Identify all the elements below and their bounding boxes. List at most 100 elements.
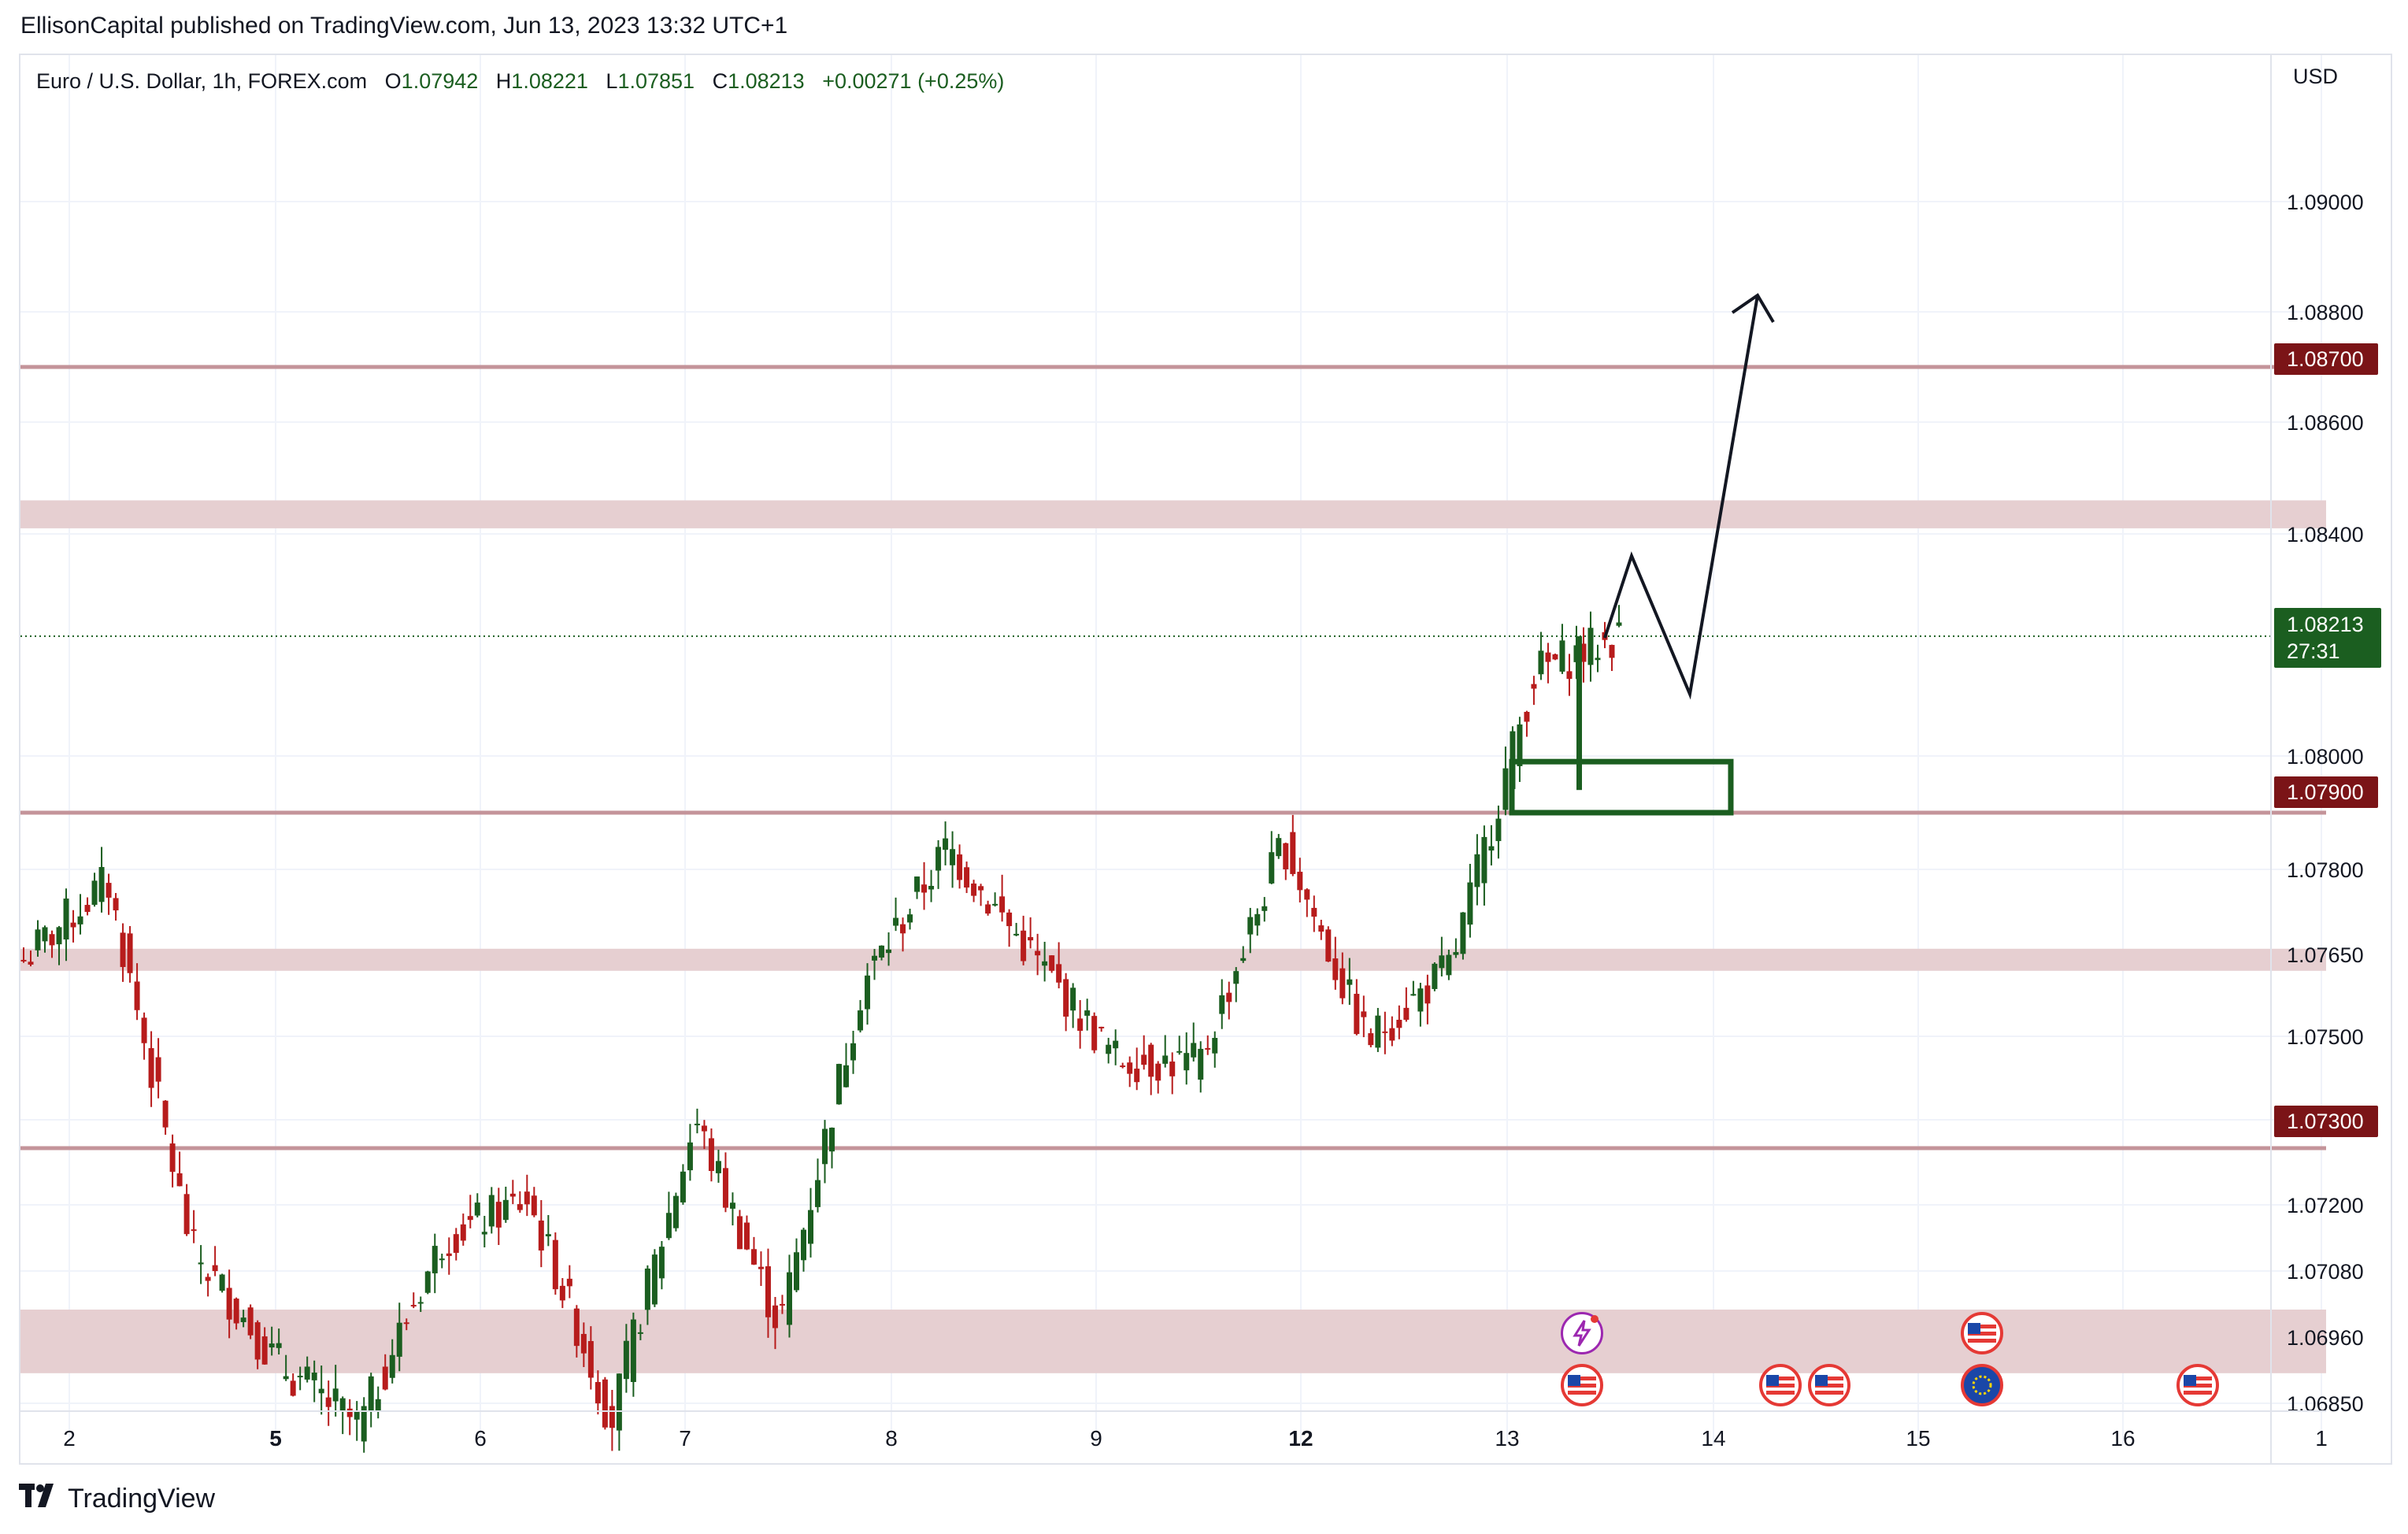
candle-body [1283, 843, 1289, 869]
candle-body [893, 917, 899, 926]
candle-body [807, 1210, 813, 1244]
candle-body [736, 1216, 743, 1250]
candle-body [978, 886, 984, 891]
candle-body [779, 1303, 785, 1306]
candle-body [1254, 913, 1261, 926]
candle-body [410, 1305, 417, 1307]
candle-body [20, 959, 27, 962]
candle-body [1432, 963, 1438, 989]
candle-body [1169, 1062, 1176, 1076]
candle-body [1226, 992, 1232, 1002]
candle-body [793, 1252, 799, 1291]
candle-body [971, 884, 977, 896]
candle-body [1063, 979, 1069, 1017]
tradingview-brand: TradingView [68, 1484, 216, 1514]
candle-body [1070, 987, 1076, 1011]
breakout-box [1509, 758, 1734, 816]
candle-body [1347, 979, 1353, 985]
candle-body [1198, 1048, 1204, 1080]
candle-body [1077, 1018, 1084, 1031]
us-flag-event-icon[interactable] [1808, 1364, 1850, 1406]
candle-body [914, 876, 921, 892]
candle-body [254, 1322, 261, 1360]
candle-body [439, 1258, 445, 1261]
candle-body [687, 1142, 693, 1171]
candle-body [339, 1398, 346, 1411]
candle-body [694, 1123, 700, 1125]
candle-body [1552, 654, 1558, 660]
x-axis-tick-label: 13 [1495, 1426, 1519, 1451]
y-axis-tick-label: 1.06850 [2287, 1392, 2364, 1416]
candle-body [368, 1376, 374, 1411]
candle-body [843, 1065, 850, 1088]
candle-body [1028, 937, 1034, 941]
candle-body [822, 1128, 828, 1165]
candle-body [1013, 933, 1020, 936]
candle-body [56, 927, 62, 945]
candle-body [943, 838, 949, 850]
candle-body [283, 1376, 289, 1380]
candle-body [318, 1388, 324, 1394]
legend-open-value: 1.07942 [401, 69, 479, 93]
candle-body [481, 1232, 487, 1235]
candle-body [1155, 1063, 1161, 1081]
candle-body [672, 1195, 679, 1228]
candle-body [1545, 652, 1551, 662]
candle-body [176, 1173, 183, 1187]
candle-body [935, 847, 942, 871]
eu-flag-event-icon[interactable] [1961, 1364, 2003, 1406]
candle-body [191, 1229, 197, 1232]
x-axis-tick-label: 15 [1906, 1426, 1930, 1451]
legend-change: +0.00271 (+0.25%) [822, 69, 1005, 93]
candle-body [247, 1307, 254, 1336]
candle-body [1538, 650, 1544, 675]
candle-body [1417, 988, 1424, 1012]
candle-body [1141, 1054, 1147, 1065]
candle-body [1106, 1044, 1112, 1054]
candle-body [269, 1343, 275, 1348]
candle-body [630, 1319, 636, 1382]
y-axis-tick-label: 1.07080 [2287, 1260, 2364, 1284]
y-axis-tick-label: 1.09000 [2287, 191, 2364, 214]
candle-body [758, 1266, 764, 1269]
projection-arrowhead-icon [1731, 293, 1775, 324]
legend-symbol[interactable]: Euro / U.S. Dollar, 1h, FOREX.com [36, 69, 368, 93]
us-flag-event-icon[interactable] [1561, 1364, 1603, 1406]
last-price-value: 1.08213 [2287, 613, 2364, 636]
candle-body [1460, 912, 1466, 954]
currency-label[interactable]: USD [2293, 65, 2339, 88]
candle-body [701, 1125, 707, 1132]
us-flag-event-icon[interactable] [1759, 1364, 1802, 1406]
candle-body [1453, 952, 1459, 955]
chart-frame[interactable] [19, 54, 2392, 1465]
candle-body [1261, 906, 1268, 911]
x-axis-tick-label: 12 [1288, 1426, 1313, 1451]
candle-body [1113, 1040, 1119, 1049]
candle-body [623, 1340, 629, 1380]
us-flag-event-icon[interactable] [1961, 1312, 2003, 1354]
candle-body [1148, 1044, 1154, 1077]
candle-body [573, 1308, 580, 1347]
candle-body [1559, 640, 1565, 672]
y-axis-tick-label: 1.06960 [2287, 1326, 2364, 1350]
y-axis-tick-label: 1.07650 [2287, 943, 2364, 967]
candle-body [921, 884, 928, 893]
candle-body [297, 1376, 303, 1378]
candle-body [1354, 994, 1360, 1035]
legend-high-label: H [495, 69, 512, 93]
candle-body [850, 1043, 857, 1061]
candle-body [957, 854, 963, 880]
candle-body [1488, 846, 1495, 851]
candle-body [786, 1272, 792, 1325]
candle-body [1098, 1026, 1105, 1028]
us-flag-event-icon[interactable] [2176, 1364, 2219, 1406]
candle-body [233, 1299, 239, 1324]
x-axis-tick-label: 16 [2110, 1426, 2135, 1451]
tradingview-footer[interactable]: TradingView [19, 1484, 215, 1514]
candle-body [261, 1336, 268, 1365]
candle-body [538, 1220, 544, 1251]
candle-body [1502, 768, 1509, 810]
lightning-event-icon[interactable] [1561, 1312, 1603, 1354]
candle-body [1325, 929, 1332, 962]
